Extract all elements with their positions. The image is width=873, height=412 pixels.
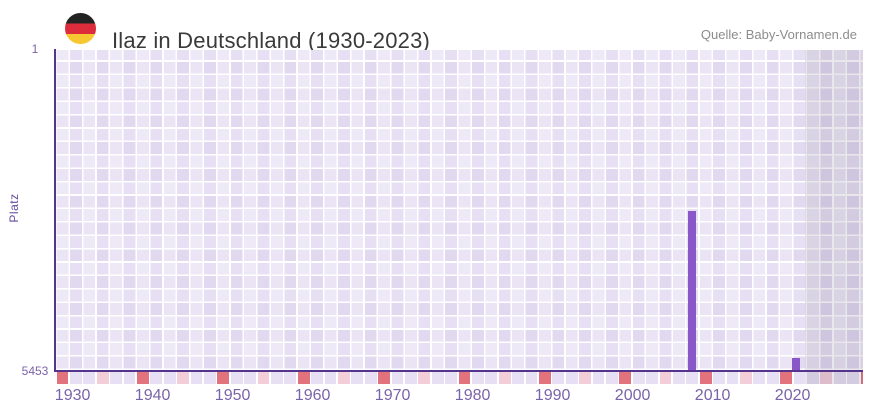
- tick-cell: [244, 372, 256, 384]
- tick-cell: [338, 372, 350, 384]
- tick-cell: [364, 372, 377, 384]
- tick-cell: [525, 372, 538, 384]
- tick-cell: [163, 372, 176, 384]
- tick-cell: [123, 372, 136, 384]
- x-axis-label: 1990: [534, 387, 571, 404]
- tick-cell: [766, 372, 779, 384]
- tick-cell: [847, 372, 859, 384]
- tick-cell: [284, 372, 297, 384]
- tick-cell: [378, 372, 390, 384]
- y-axis-label-top: 1: [31, 42, 39, 56]
- tick-cell: [686, 372, 699, 384]
- tick-cell: [137, 372, 149, 384]
- tick-cell: [351, 372, 364, 384]
- tick-cell: [606, 372, 618, 384]
- chart-title: Ilaz in Deutschland (1930-2023): [112, 27, 431, 53]
- tick-cell: [498, 372, 511, 384]
- tick-cell: [820, 372, 833, 384]
- tick-cell: [204, 372, 216, 384]
- x-axis-label: 1960: [294, 387, 331, 404]
- tick-cell: [177, 372, 189, 384]
- tick-cell: [833, 372, 846, 384]
- x-axis-label: 1970: [374, 387, 411, 404]
- tick-cell: [539, 372, 551, 384]
- tick-cell: [445, 372, 457, 384]
- rank-bar-2020[interactable]: [792, 358, 801, 370]
- tick-cell: [83, 372, 96, 384]
- german-flag-icon: [65, 13, 96, 44]
- tick-cell: [753, 372, 766, 384]
- tick-cell: [793, 372, 806, 384]
- tick-cell: [807, 372, 819, 384]
- x-axis-label: 1930: [54, 387, 91, 404]
- axis-tick-row: [55, 372, 863, 384]
- tick-cell: [646, 372, 658, 384]
- tick-cell: [110, 372, 122, 384]
- x-axis-label: 2000: [614, 387, 651, 404]
- tick-cell: [726, 372, 739, 384]
- tick-cell: [699, 372, 712, 384]
- tick-cell: [271, 372, 283, 384]
- tick-cell: [860, 372, 863, 384]
- tick-cell: [592, 372, 605, 384]
- tick-cell: [673, 372, 685, 384]
- tick-cell: [740, 372, 752, 384]
- tick-cell: [70, 372, 82, 384]
- tick-cell: [391, 372, 404, 384]
- tick-cell: [190, 372, 203, 384]
- tick-cell: [297, 372, 310, 384]
- tick-cell: [431, 372, 444, 384]
- tick-cell: [257, 372, 270, 384]
- tick-cell: [96, 372, 109, 384]
- source-credit-link[interactable]: Quelle: Baby-Vornamen.de: [700, 27, 857, 42]
- x-axis-label: 1950: [214, 387, 251, 404]
- tick-cell: [659, 372, 672, 384]
- tick-cell: [56, 372, 69, 384]
- tick-cell: [311, 372, 323, 384]
- tick-cell: [632, 372, 645, 384]
- y-axis-line: [54, 49, 56, 371]
- plot-area: [55, 50, 863, 370]
- tick-cell: [552, 372, 565, 384]
- rank-bar-2007[interactable]: [688, 211, 697, 370]
- tick-cell: [565, 372, 578, 384]
- y-axis-label-bottom: 5453: [21, 364, 49, 378]
- tick-cell: [579, 372, 591, 384]
- tick-cell: [713, 372, 725, 384]
- tick-cell: [512, 372, 524, 384]
- tick-cell: [780, 372, 792, 384]
- tick-cell: [405, 372, 417, 384]
- x-axis-label: 1940: [134, 387, 171, 404]
- tick-cell: [150, 372, 163, 384]
- tick-cell: [458, 372, 471, 384]
- tick-cell: [418, 372, 431, 384]
- x-axis-label: 1980: [454, 387, 491, 404]
- tick-cell: [324, 372, 337, 384]
- tick-cell: [619, 372, 632, 384]
- tick-cell: [472, 372, 484, 384]
- tick-cell: [485, 372, 498, 384]
- x-axis-label: 2010: [694, 387, 731, 404]
- x-axis-line: [54, 370, 863, 372]
- tick-cell: [217, 372, 230, 384]
- y-axis-title: Platz: [7, 193, 21, 223]
- tick-cell: [230, 372, 243, 384]
- x-axis-label: 2020: [774, 387, 811, 404]
